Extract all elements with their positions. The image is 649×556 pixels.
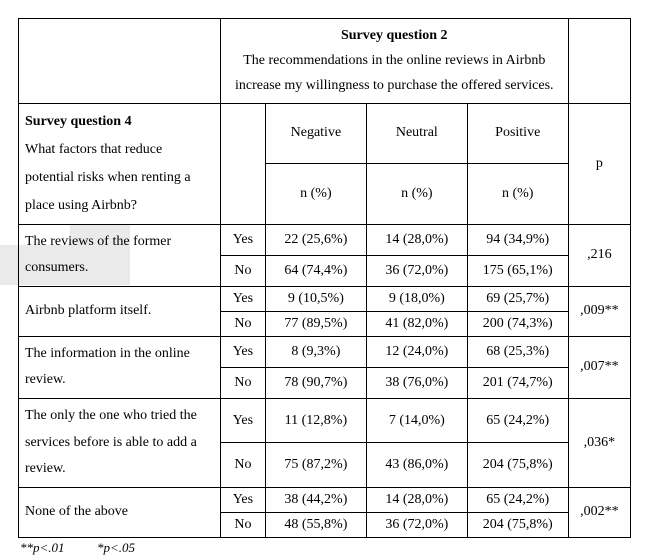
header-row: Survey question 2 The recommendations in… [19,19,631,104]
yesno-cell: No [220,311,265,336]
yesno-cell: Yes [220,336,265,367]
value-cell: 9 (18,0%) [366,286,467,311]
yesno-cell: No [220,255,265,286]
value-cell: 36 (72,0%) [366,255,467,286]
factor-label: The information in the online review. [19,336,221,398]
p-cell: ,007** [568,336,630,398]
yesno-cell: No [220,367,265,398]
value-cell: 78 (90,7%) [265,367,366,398]
q4-text: What factors that reduce potential risks… [25,142,191,213]
header-title-cell: Survey question 2 The recommendations in… [220,19,568,104]
header-title-text: The recommendations in the online review… [227,48,562,98]
value-cell: 7 (14,0%) [366,398,467,442]
value-cell: 69 (25,7%) [467,286,568,311]
value-cell: 14 (28,0%) [366,487,467,512]
value-cell: 175 (65,1%) [467,255,568,286]
value-cell: 204 (75,8%) [467,443,568,487]
q4-cell: Survey question 4 What factors that redu… [19,103,221,224]
survey-crosstab-table: Survey question 2 The recommendations in… [18,18,631,538]
value-cell: 64 (74,4%) [265,255,366,286]
col-npct-pos: n (%) [467,164,568,225]
col-negative: Negative [265,103,366,164]
table-row: None of the above Yes 38 (44,2%) 14 (28,… [19,487,631,512]
value-cell: 201 (74,7%) [467,367,568,398]
value-cell: 22 (25,6%) [265,224,366,255]
value-cell: 43 (86,0%) [366,443,467,487]
yesno-cell: Yes [220,398,265,442]
value-cell: 14 (28,0%) [366,224,467,255]
value-cell: 38 (76,0%) [366,367,467,398]
value-cell: 11 (12,8%) [265,398,366,442]
factor-label: The only the one who tried the services … [19,398,221,487]
value-cell: 38 (44,2%) [265,487,366,512]
col-positive: Positive [467,103,568,164]
value-cell: 65 (24,2%) [467,487,568,512]
col-npct-neg: n (%) [265,164,366,225]
col-npct-neu: n (%) [366,164,467,225]
p-cell: ,036* [568,398,630,487]
yesno-cell: Yes [220,224,265,255]
footnote-p05: *p<.05 [97,540,135,555]
value-cell: 94 (34,9%) [467,224,568,255]
yesno-cell: No [220,443,265,487]
yesno-cell: Yes [220,487,265,512]
value-cell: 65 (24,2%) [467,398,568,442]
value-cell: 68 (25,3%) [467,336,568,367]
header-title-bold: Survey question 2 [341,28,448,43]
col-neutral: Neutral [366,103,467,164]
value-cell: 8 (9,3%) [265,336,366,367]
table-row: Airbnb platform itself. Yes 9 (10,5%) 9 … [19,286,631,311]
col-p: p [568,103,630,224]
q4-bold: Survey question 4 [25,114,132,129]
p-cell: ,009** [568,286,630,336]
value-cell: 77 (89,5%) [265,311,366,336]
value-cell: 9 (10,5%) [265,286,366,311]
table-row: The reviews of the former consumers. Yes… [19,224,631,255]
factor-label: None of the above [19,487,221,537]
value-cell: 200 (74,3%) [467,311,568,336]
value-cell: 12 (24,0%) [366,336,467,367]
subheader-row-1: Survey question 4 What factors that redu… [19,103,631,164]
table-row: The information in the online review. Ye… [19,336,631,367]
table-row: The only the one who tried the services … [19,398,631,442]
value-cell: 41 (82,0%) [366,311,467,336]
footnote: **p<.01 *p<.05 [18,540,631,556]
p-cell: ,216 [568,224,630,286]
footnote-p01: **p<.01 [20,540,65,555]
value-cell: 75 (87,2%) [265,443,366,487]
p-cell: ,002** [568,487,630,537]
factor-label: The reviews of the former consumers. [19,224,221,286]
yesno-cell: Yes [220,286,265,311]
factor-label: Airbnb platform itself. [19,286,221,336]
